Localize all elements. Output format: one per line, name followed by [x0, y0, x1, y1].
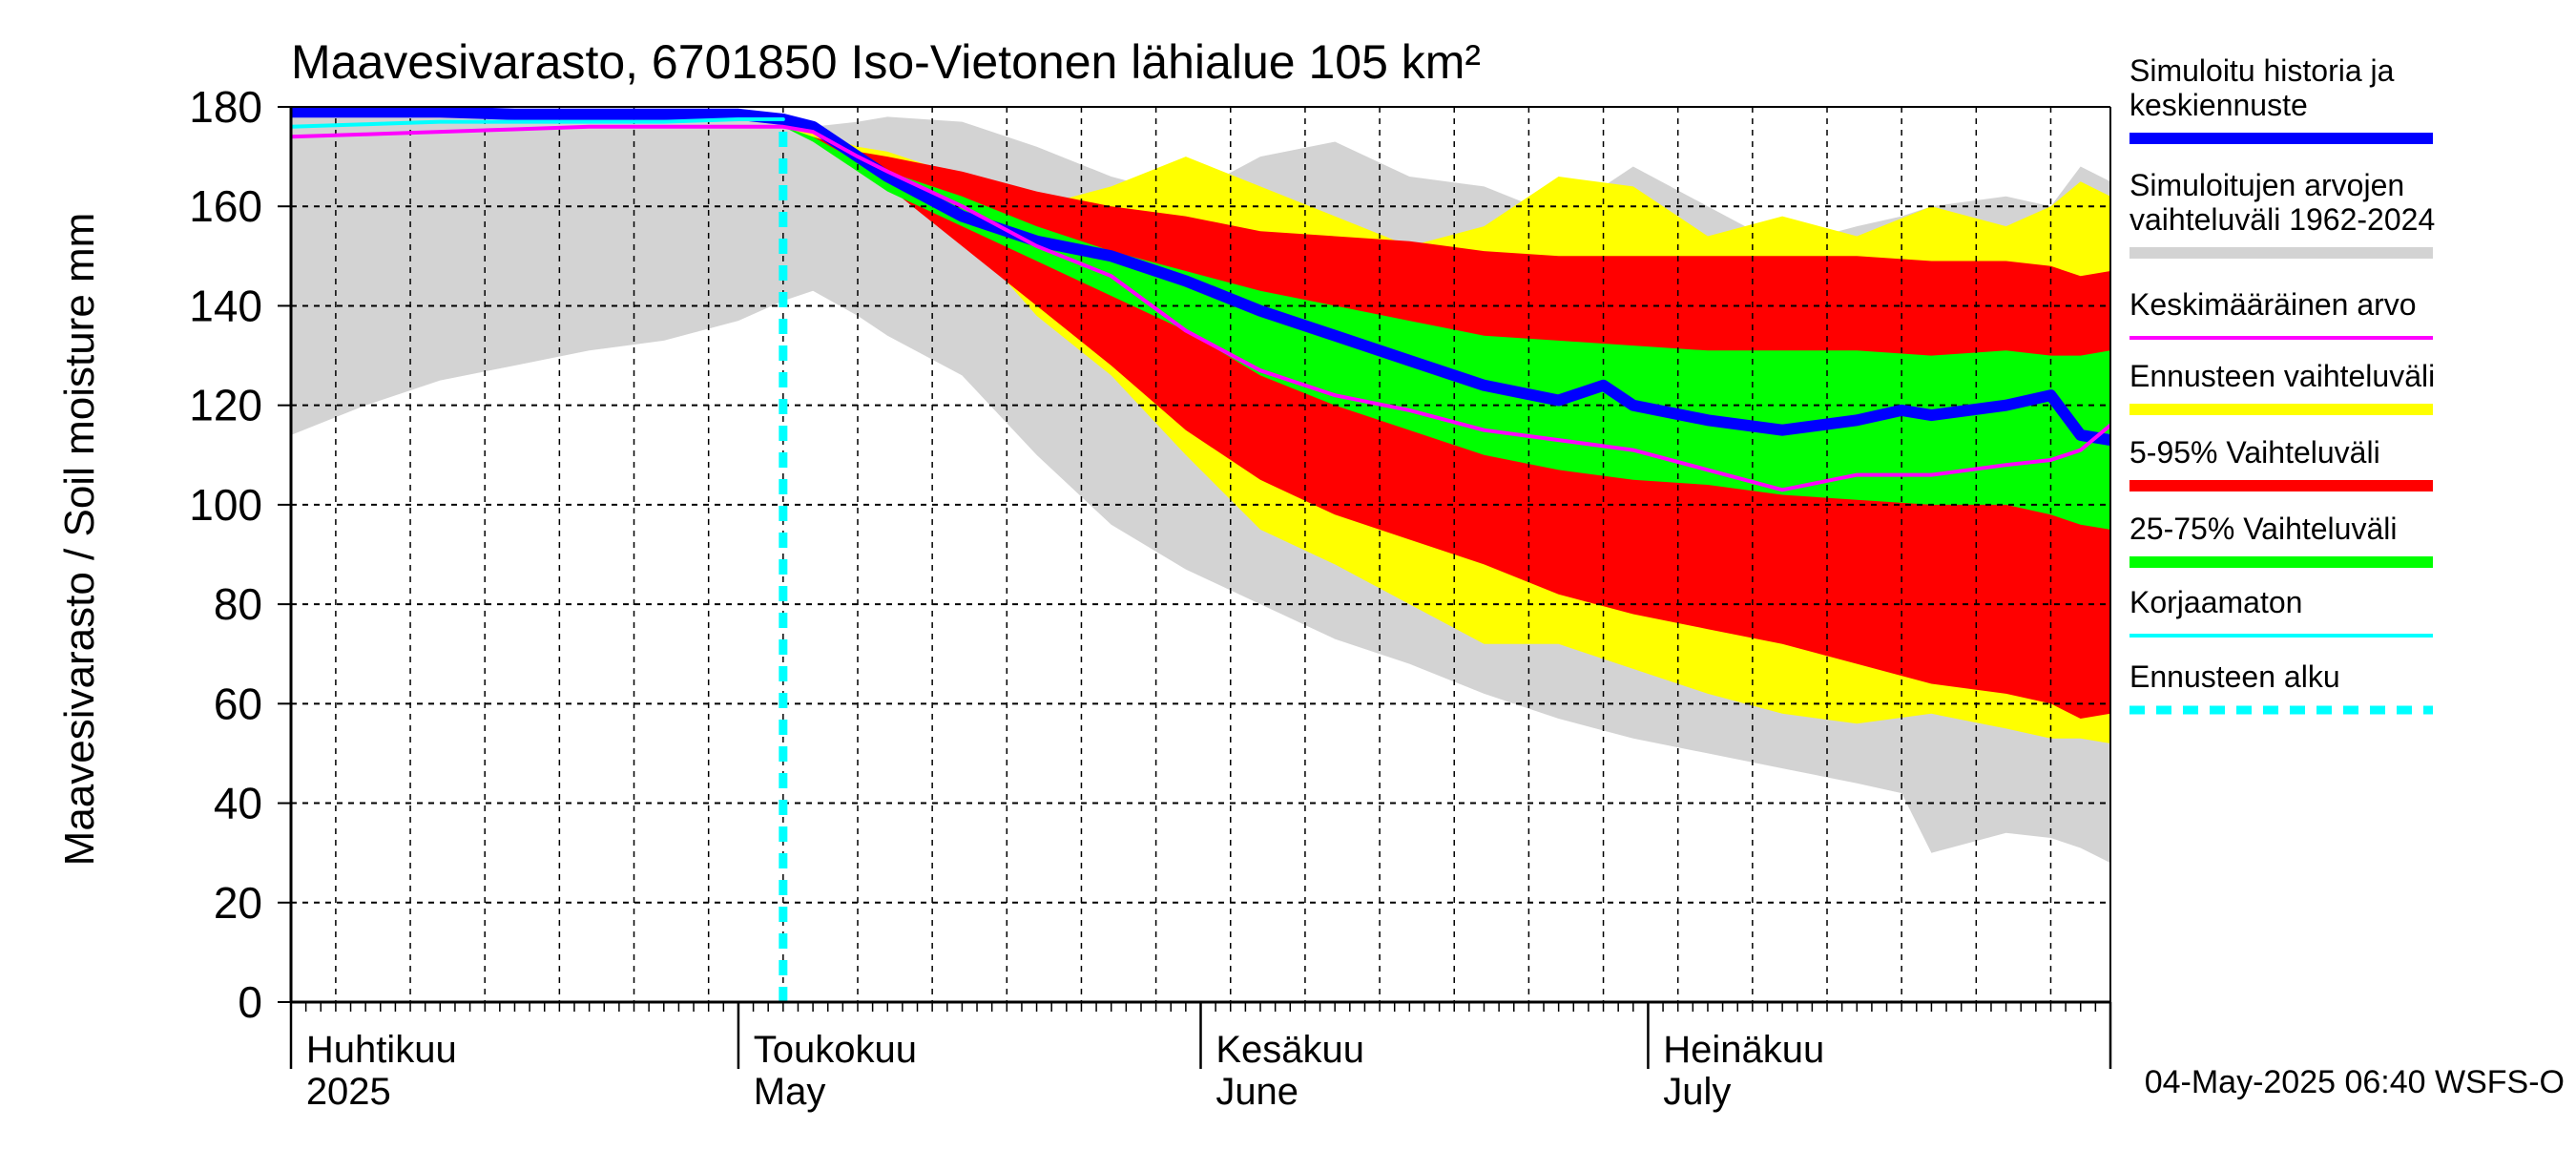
timestamp: 04-May-2025 06:40 WSFS-O [2145, 1064, 2565, 1100]
month-sublabel-july: July [1663, 1071, 1731, 1113]
series-simuloitu-historia-ja-keskiennuste [291, 106, 2110, 447]
chart-title: Maavesivarasto, 6701850 Iso-Vietonen läh… [291, 35, 1481, 89]
legend-label-simuloitujen-arvojen-vaihteluvali-1962-2024-line2: vaihteluväli 1962-2024 [2129, 202, 2435, 237]
legend-label-simuloitu-historia-ja-keskiennuste-line2: keskiennuste [2129, 88, 2308, 122]
month-sublabel-june: June [1215, 1071, 1298, 1113]
legend-label-simuloitujen-arvojen-vaihteluvali-1962-2024: Simuloitujen arvojen [2129, 168, 2404, 202]
y-tick-label-80: 80 [214, 579, 262, 629]
legend-item-5-95-vaihteluvali: 5-95% Vaihteluväli [2129, 435, 2433, 491]
legend-item-ennusteen-vaihteluvali: Ennusteen vaihteluväli [2129, 359, 2435, 415]
legend-label-keskimaarainen-arvo: Keskimääräinen arvo [2129, 287, 2417, 322]
month-label-huhtikuu: Huhtikuu [306, 1029, 457, 1071]
band-layer [291, 114, 2110, 864]
month-label-heinakuu: Heinäkuu [1663, 1029, 1824, 1071]
series-korjaamaton [291, 117, 785, 129]
month-label-toukokuu: Toukokuu [754, 1029, 917, 1071]
y-tick-label-120: 120 [189, 381, 262, 430]
series-layer [291, 106, 2110, 1002]
month-label-kesakuu: Kesäkuu [1215, 1029, 1364, 1071]
legend-label-25-75-vaihteluvali: 25-75% Vaihteluväli [2129, 512, 2397, 546]
legend-label-5-95-vaihteluvali: 5-95% Vaihteluväli [2129, 435, 2380, 470]
legend-label-korjaamaton: Korjaamaton [2129, 585, 2302, 619]
y-tick-label-100: 100 [189, 480, 262, 530]
month-sublabel-may: May [754, 1071, 826, 1113]
legend-item-25-75-vaihteluvali: 25-75% Vaihteluväli [2129, 512, 2433, 568]
legend-item-keskimaarainen-arvo: Keskimääräinen arvo [2129, 287, 2433, 340]
month-sublabel-2025: 2025 [306, 1071, 391, 1113]
y-tick-label-140: 140 [189, 281, 262, 330]
legend-label-ennusteen-alku: Ennusteen alku [2129, 659, 2340, 694]
series-keskimaarainen-arvo [291, 124, 2110, 492]
legend-item-korjaamaton: Korjaamaton [2129, 585, 2433, 638]
legend-label-simuloitu-historia-ja-keskiennuste: Simuloitu historia ja [2129, 53, 2395, 88]
y-tick-label-180: 180 [189, 82, 262, 132]
y-tick-label-60: 60 [214, 679, 262, 728]
legend-item-ennusteen-alku: Ennusteen alku [2129, 659, 2433, 715]
y-tick-label-160: 160 [189, 181, 262, 231]
y-tick-label-0: 0 [238, 977, 262, 1027]
legend: Simuloitu historia jakeskiennusteSimuloi… [2129, 53, 2435, 715]
legend-label-ennusteen-vaihteluvali: Ennusteen vaihteluväli [2129, 359, 2435, 393]
y-tick-label-20: 20 [214, 878, 262, 928]
y-axis-label: Maavesivarasto / Soil moisture mm [56, 213, 103, 867]
y-tick-label-40: 40 [214, 779, 262, 828]
